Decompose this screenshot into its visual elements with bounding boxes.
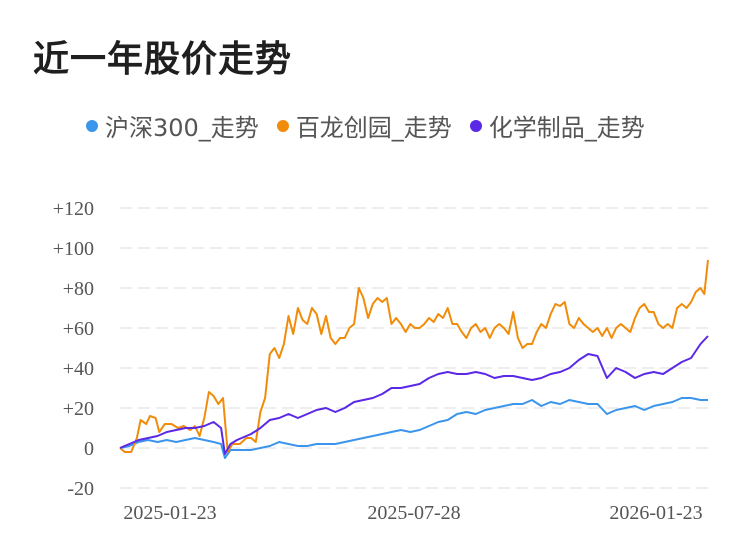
legend-label-bailong: 百龙创园_走势: [295, 114, 452, 142]
chart-title: 近一年股价走势: [33, 39, 293, 80]
series-line-chemical: [119, 335, 709, 455]
y-tick-label: +100: [53, 238, 94, 260]
y-tick-label: +20: [63, 398, 94, 420]
legend-item-bailong[interactable]: 百龙创园_走势: [276, 108, 452, 143]
y-tick-label: +120: [53, 198, 94, 220]
series-lines: [119, 259, 709, 459]
legend-marker-bailong: [276, 119, 289, 132]
series-line-bailong: [119, 259, 709, 453]
x-tick-label: 2025-07-28: [367, 502, 460, 524]
x-tick-label: 2025-01-23: [123, 502, 216, 524]
y-tick-label: +60: [63, 318, 94, 340]
y-tick-label: +40: [63, 358, 94, 380]
legend-item-hs300[interactable]: 沪深300_走势: [86, 108, 259, 143]
y-tick-label: 0: [84, 438, 94, 460]
series-line-hs300: [119, 397, 708, 459]
grid-lines: [120, 207, 708, 489]
x-axis: 2025-01-23 2025-07-28 2026-01-23: [123, 502, 702, 524]
legend-marker-chemical: [469, 119, 482, 132]
y-tick-label: +80: [63, 278, 94, 300]
y-tick-label: -20: [67, 478, 94, 500]
legend-label-hs300: 沪深300_走势: [105, 114, 259, 142]
x-tick-label: 2026-01-23: [609, 502, 702, 524]
legend-label-chemical: 化学制品_走势: [488, 114, 645, 142]
chart-legend: 沪深300_走势 百龙创园_走势 化学制品_走势: [86, 108, 663, 143]
legend-item-chemical[interactable]: 化学制品_走势: [469, 108, 645, 143]
y-axis: +120 +100 +80 +60 +40 +20 0 -20: [53, 198, 94, 500]
legend-marker-hs300: [86, 119, 98, 132]
